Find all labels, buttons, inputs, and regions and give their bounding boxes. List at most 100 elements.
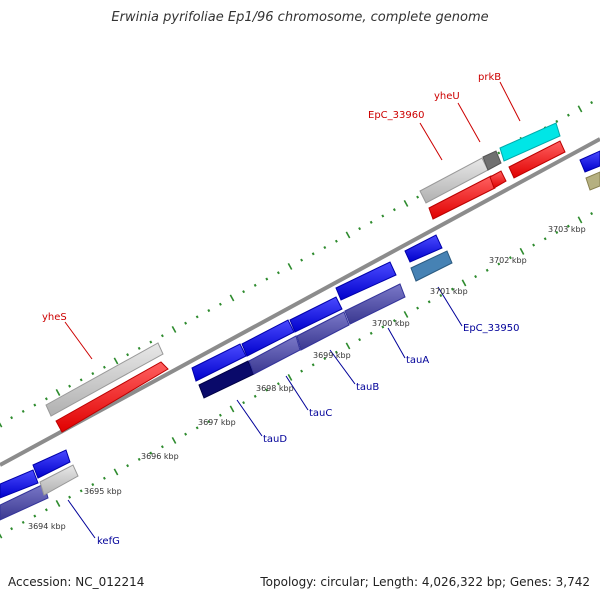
lower-tick-row-tick xyxy=(323,356,327,361)
upper-tick-row-tick xyxy=(334,239,338,243)
reverse-genes[interactable] xyxy=(0,150,600,521)
lower-tick-row-tick xyxy=(44,508,48,512)
upper-tick-row-tick xyxy=(91,372,95,376)
gene-EpC_33960-red[interactable] xyxy=(428,175,496,220)
upper-tick-row-tick xyxy=(323,245,327,250)
lower-tick-row-tick xyxy=(392,319,396,323)
gene-tauB[interactable] xyxy=(296,311,350,351)
upper-tick-row-tick xyxy=(300,258,304,262)
upper-tick-row-tick xyxy=(416,195,420,199)
lower-tick-row-tick xyxy=(427,300,431,304)
lower-tick-row-tick xyxy=(311,363,315,367)
kbp-label-3695: 3695 kbp xyxy=(84,487,122,496)
accession-text: Accession: NC_012214 xyxy=(8,575,145,589)
lower-tick-row-tick xyxy=(91,483,95,487)
gene-edge-blue[interactable] xyxy=(579,150,600,173)
lower-tick-row-tick xyxy=(265,388,269,392)
upper-tick-row-tick xyxy=(265,277,269,281)
upper-tick-row-tick xyxy=(253,283,257,287)
gene-kef-gray[interactable] xyxy=(39,464,79,496)
lower-tick-row-tick xyxy=(369,331,373,335)
lower-tick-row-tick xyxy=(555,230,559,235)
upper-tick-row-tick xyxy=(287,262,293,270)
gene-label-tauA: tauA xyxy=(406,355,429,366)
gene-label-tauC: tauC xyxy=(309,408,332,419)
gene-tauC[interactable] xyxy=(248,335,301,375)
gene-prkB[interactable] xyxy=(499,122,561,162)
gene-EpC_33950[interactable] xyxy=(410,250,453,282)
upper-tick-row-tick xyxy=(160,334,164,338)
gene-tauD-upper[interactable] xyxy=(191,343,247,382)
lower-tick-row-tick xyxy=(358,338,362,342)
lower-tick-row-tick xyxy=(577,216,583,224)
gene-kef-small[interactable] xyxy=(32,449,71,479)
gene-label-tauB: tauB xyxy=(356,382,379,393)
upper-tick-row-tick xyxy=(10,416,14,420)
upper-tick-row-tick xyxy=(497,151,501,155)
lower-tick-row-tick xyxy=(68,495,72,499)
lower-tick-row-tick xyxy=(10,527,14,531)
lower-tick-row-tick xyxy=(381,325,385,329)
upper-tick-row-tick xyxy=(381,214,385,218)
upper-tick-row-tick xyxy=(555,119,559,124)
gene-yheU[interactable] xyxy=(482,150,502,171)
gene-yheS-red[interactable] xyxy=(55,361,169,433)
gene-yheU-red[interactable] xyxy=(489,170,507,189)
upper-tick-row-tick xyxy=(0,422,3,428)
upper-tick-row-tick xyxy=(184,321,188,325)
upper-tick-row-tick xyxy=(102,365,106,369)
upper-tick-row-tick xyxy=(207,309,211,313)
gene-edge-olive[interactable] xyxy=(585,171,600,191)
forward-genes[interactable] xyxy=(45,122,566,433)
lower-tick-row-tick xyxy=(334,350,338,354)
lower-tick-row-tick xyxy=(345,342,351,350)
gene-prkB-red[interactable] xyxy=(508,140,566,179)
lower-tick-row-tick xyxy=(33,514,37,518)
gene-tauA[interactable] xyxy=(344,283,406,325)
lower-tick-row-tick xyxy=(229,405,235,413)
lower-tick-row-tick xyxy=(450,287,454,291)
gene-yheS[interactable] xyxy=(45,342,164,417)
lower-tick-row-tick xyxy=(137,457,141,461)
gene-EpC_33950-upper[interactable] xyxy=(404,234,443,263)
map-title: Erwinia pyrifoliae Ep1/96 chromosome, co… xyxy=(111,10,489,25)
gene-kefG-upper[interactable] xyxy=(0,469,39,499)
upper-tick-row-tick xyxy=(276,271,280,275)
gene-tauC-upper[interactable] xyxy=(241,319,295,357)
upper-tick-row-tick xyxy=(392,208,396,212)
kbp-label-3701: 3701 kbp xyxy=(430,287,468,296)
lower-tick-row-tick xyxy=(184,432,188,436)
lower-tick-row-tick xyxy=(439,293,443,298)
upper-tick-row-tick xyxy=(55,389,61,396)
gene-kefG[interactable] xyxy=(0,483,49,521)
lower-tick-row-tick xyxy=(474,275,478,279)
lower-tick-row-tick xyxy=(497,262,501,266)
lower-tick-row-tick xyxy=(485,268,489,272)
upper-tick-row-tick xyxy=(403,199,409,207)
gene-tauA-upper[interactable] xyxy=(335,261,397,301)
lower-tick-row-tick xyxy=(242,401,246,405)
kbp-label-3699: 3699 kbp xyxy=(313,351,351,360)
lower-tick-row-tick xyxy=(461,279,467,287)
gene-tauB-upper[interactable] xyxy=(289,296,343,333)
upper-tick-row-tick xyxy=(195,315,199,319)
lower-tick-row-tick xyxy=(590,212,594,216)
genome-axis xyxy=(0,137,600,467)
upper-tick-row-tick xyxy=(68,384,72,388)
lower-tick-row-tick xyxy=(160,445,164,449)
upper-tick-row-tick xyxy=(21,409,25,413)
upper-tick-row-tick xyxy=(113,357,119,365)
lower-tick-row-tick xyxy=(207,420,211,424)
lower-tick-row-tick xyxy=(566,224,570,228)
kbp-label-3700: 3700 kbp xyxy=(372,319,410,328)
upper-tick-row-tick xyxy=(137,346,141,350)
upper-tick-row-tick xyxy=(79,378,83,382)
lower-tick-row-tick xyxy=(253,394,257,398)
gene-label-EpC_33960: EpC_33960 xyxy=(368,110,424,121)
lower-tick-row-tick xyxy=(113,468,119,476)
lower-tick-row-tick xyxy=(508,256,512,260)
gene-label-yheU: yheU xyxy=(434,91,460,102)
gene-label-kefG: kefG xyxy=(97,536,120,547)
upper-tick-row-tick xyxy=(358,227,362,231)
